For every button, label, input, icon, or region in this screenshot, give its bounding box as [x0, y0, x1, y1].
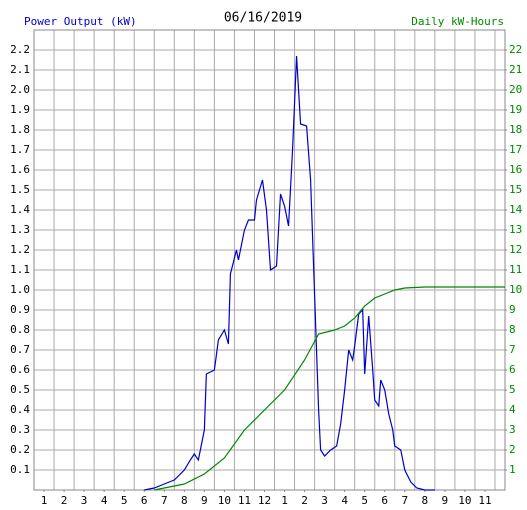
y-tick-label: 0.3: [10, 423, 30, 436]
y2-tick-label: 5: [509, 383, 516, 396]
y-tick-label: 1.4: [10, 203, 30, 216]
x-tick-label: 1: [281, 494, 288, 507]
y-tick-label: 1.9: [10, 103, 30, 116]
x-tick-label: 1: [41, 494, 48, 507]
y-tick-label: 0.5: [10, 383, 30, 396]
y-tick-label: 1.0: [10, 283, 30, 296]
y2-tick-label: 14: [509, 203, 523, 216]
y-tick-label: 0.7: [10, 343, 30, 356]
x-tick-label: 8: [181, 494, 188, 507]
y-tick-label: 0.6: [10, 363, 30, 376]
y2-tick-label: 16: [509, 163, 522, 176]
y-tick-label: 2.1: [10, 63, 30, 76]
x-tick-label: 4: [101, 494, 108, 507]
line: [144, 55, 435, 491]
x-tick-label: 2: [61, 494, 68, 507]
x-tick-label: 6: [141, 494, 148, 507]
y2-tick-label: 15: [509, 183, 522, 196]
x-tick-label: 11: [238, 494, 251, 507]
y-tick-label: 1.3: [10, 223, 30, 236]
x-tick-label: 11: [478, 494, 491, 507]
x-tick-label: 7: [401, 494, 408, 507]
y-tick-label: 0.4: [10, 403, 30, 416]
y-tick-label: 0.1: [10, 463, 30, 476]
y2-tick-label: 21: [509, 63, 522, 76]
y2-tick-label: 11: [509, 263, 522, 276]
x-tick-label: 10: [458, 494, 471, 507]
y2-tick-label: 22: [509, 43, 522, 56]
y-tick-label: 1.7: [10, 143, 30, 156]
y2-tick-label: 13: [509, 223, 522, 236]
y-tick-label: 0.2: [10, 443, 30, 456]
y2-tick-label: 2: [509, 443, 516, 456]
x-tick-label: 4: [341, 494, 348, 507]
y2-tick-label: 10: [509, 283, 522, 296]
y2-tick-label: 18: [509, 123, 522, 136]
x-tick-label: 9: [201, 494, 208, 507]
x-tick-label: 5: [121, 494, 128, 507]
y2-tick-label: 20: [509, 83, 522, 96]
y2-tick-label: 8: [509, 323, 516, 336]
y2-tick-label: 19: [509, 103, 522, 116]
y-tick-label: 1.1: [10, 263, 30, 276]
y2-tick-label: 17: [509, 143, 522, 156]
y2-tick-label: 7: [509, 343, 516, 356]
y-axis-label: Power Output (kW): [24, 15, 137, 28]
x-tick-label: 6: [381, 494, 388, 507]
chart-title: 06/16/2019: [224, 11, 302, 26]
x-tick-label: 7: [161, 494, 168, 507]
y-tick-label: 2.0: [10, 83, 30, 96]
x-tick-label: 10: [218, 494, 231, 507]
y-tick-label: 0.9: [10, 303, 30, 316]
y2-tick-label: 12: [509, 243, 522, 256]
x-tick-label: 8: [422, 494, 429, 507]
y2-tick-label: 1: [509, 463, 516, 476]
x-tick-label: 12: [258, 494, 271, 507]
plot-border: [33, 29, 506, 491]
y-tick-label: 1.5: [10, 183, 30, 196]
y2-tick-label: 9: [509, 303, 516, 316]
y-tick-label: 1.6: [10, 163, 30, 176]
x-tick-label: 2: [301, 494, 308, 507]
y-tick-label: 0.8: [10, 323, 30, 336]
y-tick-label: 1.2: [10, 243, 30, 256]
x-tick-label: 5: [361, 494, 368, 507]
x-tick-label: 9: [442, 494, 449, 507]
x-tick-label: 3: [321, 494, 328, 507]
y-tick-label: 1.8: [10, 123, 30, 136]
line: [154, 286, 505, 491]
x-tick-label: 3: [81, 494, 88, 507]
y2-tick-label: 6: [509, 363, 516, 376]
y-tick-label: 2.2: [10, 43, 30, 56]
y2-axis-label: Daily kW-Hours: [411, 15, 504, 28]
y2-tick-label: 3: [509, 423, 516, 436]
y2-tick-label: 4: [509, 403, 516, 416]
